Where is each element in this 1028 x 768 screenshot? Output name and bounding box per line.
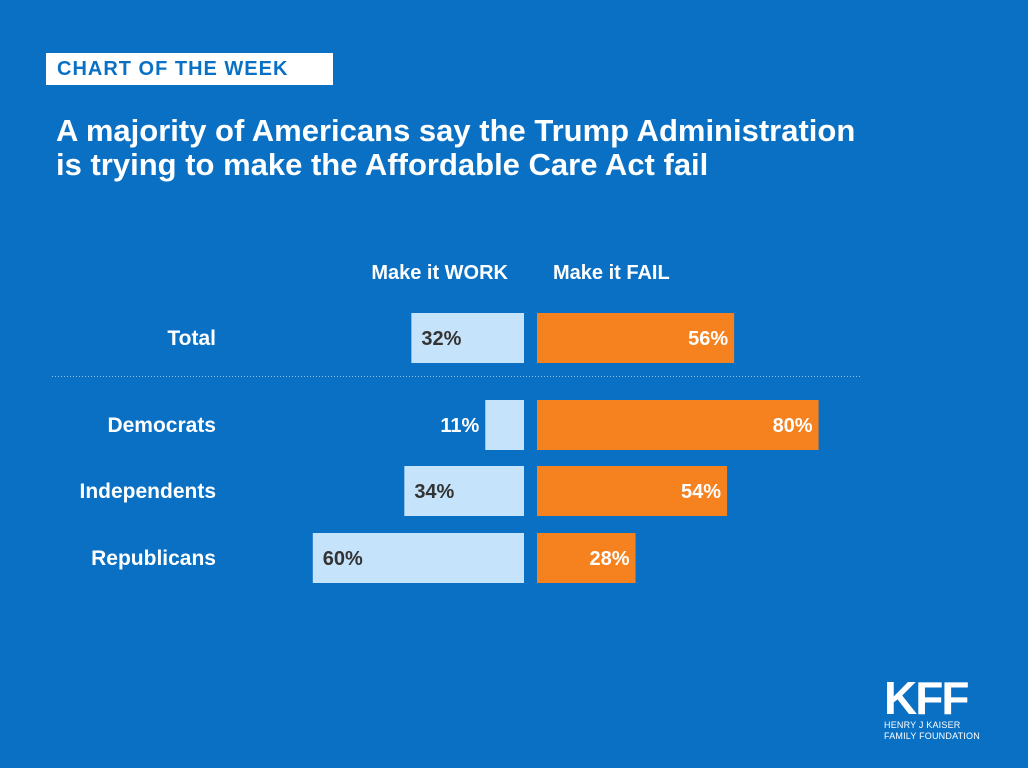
kff-logo-line-2: FAMILY FOUNDATION: [884, 731, 980, 741]
bar-work-independents: [404, 466, 524, 516]
data-label-work-independents: 34%: [414, 481, 454, 503]
bar-fail-democrats: [537, 400, 819, 450]
data-label-fail-total: 56%: [688, 328, 728, 350]
bar-fail-republicans: [537, 533, 636, 583]
bar-fail-independents: [537, 466, 728, 516]
data-label-work-democrats: 11%: [440, 415, 479, 437]
kff-logo-mark: KFF: [884, 672, 969, 724]
kff-logo: KFF HENRY J KAISER FAMILY FOUNDATION: [884, 672, 994, 746]
data-label-fail-republicans: 28%: [590, 548, 630, 570]
kff-logo-line-1: HENRY J KAISER: [884, 720, 961, 730]
bar-work-republicans: [312, 533, 524, 583]
page-title: A majority of Americans say the Trump Ad…: [56, 114, 1006, 182]
title-line-2: is trying to make the Affordable Care Ac…: [56, 147, 709, 182]
legend-fail: Make it FAIL: [553, 262, 670, 284]
data-label-work-total: 32%: [421, 328, 461, 350]
bar-work-total: [411, 313, 524, 363]
data-label-fail-independents: 54%: [681, 481, 721, 503]
category-label-republicans: Republicans: [91, 547, 216, 570]
title-line-1: A majority of Americans say the Trump Ad…: [56, 113, 856, 148]
data-label-work-republicans: 60%: [323, 548, 363, 570]
bar-work-democrats: [485, 400, 524, 450]
category-label-democrats: Democrats: [107, 414, 216, 437]
category-label-total: Total: [167, 327, 216, 350]
legend-work: Make it WORK: [371, 262, 508, 284]
chart-of-the-week-badge: CHART OF THE WEEK: [46, 53, 333, 85]
kff-logo-subtitle: HENRY J KAISER FAMILY FOUNDATION: [884, 720, 994, 742]
data-label-fail-democrats: 80%: [773, 415, 813, 437]
bar-fail-total: [537, 313, 735, 363]
category-label-independents: Independents: [79, 480, 216, 503]
